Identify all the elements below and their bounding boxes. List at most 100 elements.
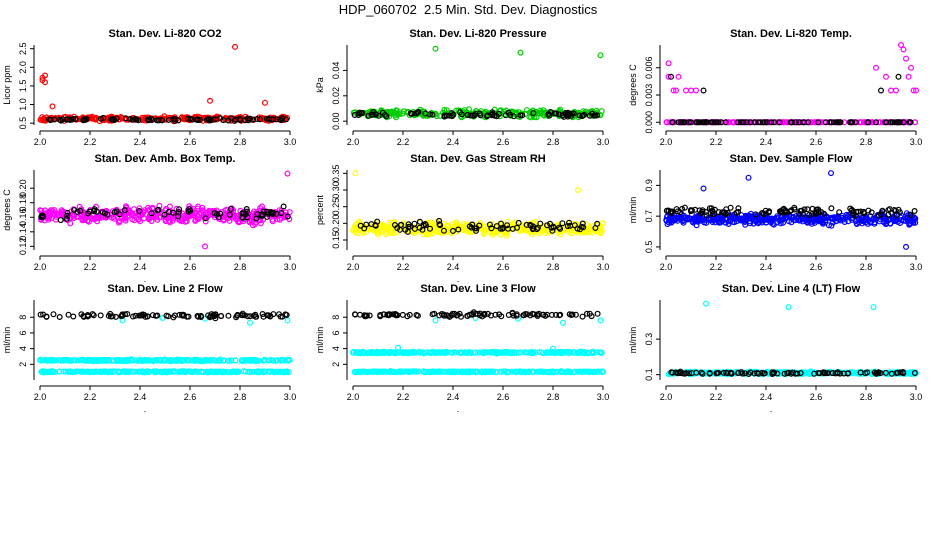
- data-point: [247, 115, 254, 122]
- data-point: [900, 119, 907, 126]
- y-tick-label: 8: [18, 315, 28, 320]
- data-point: [733, 209, 740, 216]
- data-point: [599, 220, 606, 227]
- data-point: [47, 117, 54, 124]
- data-point: [433, 225, 440, 232]
- data-point: [893, 212, 900, 219]
- data-point: [882, 73, 889, 80]
- x-tick-label: 2.0: [34, 262, 47, 272]
- data-point: [412, 349, 419, 356]
- data-point: [37, 357, 44, 364]
- data-point: [217, 210, 224, 217]
- data-point: [471, 349, 478, 356]
- data-point: [806, 211, 813, 218]
- data-point: [801, 206, 808, 213]
- data-point: [588, 349, 595, 356]
- data-point: [80, 368, 87, 375]
- data-point: [399, 311, 406, 318]
- data-point: [148, 210, 155, 217]
- data-point: [256, 116, 263, 123]
- data-point: [261, 357, 268, 364]
- data-point: [675, 73, 682, 80]
- data-point: [509, 368, 516, 375]
- x-tick-label: 3.0: [284, 392, 297, 402]
- data-point: [708, 205, 715, 212]
- x-tick-label: 2.8: [547, 262, 560, 272]
- data-point: [429, 111, 436, 118]
- data-point: [240, 210, 247, 217]
- data-point: [436, 217, 443, 224]
- data-point: [521, 369, 528, 376]
- data-point: [280, 203, 287, 210]
- data-point: [111, 117, 118, 124]
- data-point: [104, 368, 111, 375]
- x-tick-label: 2.2: [710, 392, 723, 402]
- x-tick-label: 2.2: [710, 262, 723, 272]
- y-tick-label: 0.20: [331, 215, 341, 233]
- data-point: [202, 215, 209, 222]
- data-point: [188, 369, 195, 376]
- y-axis-label: degrees C: [2, 189, 12, 231]
- data-point: [434, 368, 441, 375]
- y-tick-label: 2: [18, 362, 28, 367]
- data-point: [700, 185, 707, 192]
- data-point: [672, 87, 679, 94]
- data-point: [284, 213, 291, 220]
- data-point: [517, 49, 524, 56]
- data-point: [136, 368, 143, 375]
- data-point: [688, 370, 695, 377]
- data-point: [791, 206, 798, 213]
- data-point: [665, 73, 672, 80]
- data-point: [252, 356, 259, 363]
- data-point: [443, 112, 450, 119]
- data-point: [836, 209, 843, 216]
- data-point: [39, 114, 46, 121]
- data-point: [284, 170, 291, 177]
- y-tick-label: 0.9: [644, 179, 654, 192]
- data-point: [161, 211, 168, 218]
- data-point: [270, 311, 277, 318]
- data-point: [715, 119, 722, 126]
- data-point: [830, 119, 837, 126]
- data-point: [414, 312, 421, 319]
- data-point: [858, 119, 865, 126]
- chart-title: Stan. Dev. Line 3 Flow: [420, 283, 536, 295]
- data-point: [93, 357, 100, 364]
- data-point: [92, 368, 99, 375]
- data-point: [465, 106, 472, 113]
- data-point: [741, 370, 748, 377]
- data-point: [515, 109, 522, 116]
- data-point: [459, 226, 466, 233]
- data-point: [153, 356, 160, 363]
- data-point: [239, 357, 246, 364]
- data-point: [567, 222, 574, 229]
- data-point: [130, 116, 137, 123]
- data-point: [471, 225, 478, 232]
- data-point: [540, 227, 547, 234]
- data-point: [155, 117, 162, 124]
- data-point: [667, 73, 674, 80]
- x-tick-label: 2.0: [34, 137, 47, 147]
- data-point: [163, 312, 170, 319]
- data-point: [46, 208, 53, 215]
- data-point: [409, 368, 416, 375]
- data-point: [579, 220, 586, 227]
- data-point: [116, 217, 123, 224]
- data-point: [911, 208, 918, 215]
- data-point: [273, 116, 280, 123]
- data-point: [137, 312, 144, 319]
- data-point: [375, 228, 382, 235]
- data-point: [166, 203, 173, 210]
- data-point: [781, 370, 788, 377]
- data-point: [121, 368, 128, 375]
- data-point: [379, 109, 386, 116]
- data-point: [368, 221, 375, 228]
- data-point: [411, 225, 418, 232]
- data-point: [562, 110, 569, 117]
- data-point: [665, 60, 672, 67]
- y-tick-label: 1.5: [18, 80, 28, 93]
- data-point: [517, 112, 524, 119]
- data-point: [784, 370, 791, 377]
- data-point: [868, 209, 875, 216]
- data-point: [171, 368, 178, 375]
